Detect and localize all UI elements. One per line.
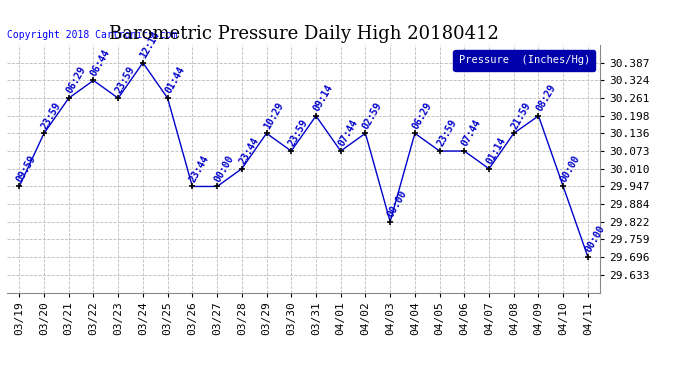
Text: 06:44: 06:44 [89, 47, 112, 78]
Text: 00:00: 00:00 [559, 153, 582, 184]
Text: 23:44: 23:44 [188, 153, 211, 184]
Text: Copyright 2018 Cartronics.com: Copyright 2018 Cartronics.com [7, 30, 177, 40]
Text: 23:59: 23:59 [287, 118, 310, 148]
Text: 12:14: 12:14 [139, 30, 161, 60]
Text: 23:59: 23:59 [114, 65, 137, 95]
Text: 23:59: 23:59 [39, 100, 63, 130]
Title: Barometric Pressure Daily High 20180412: Barometric Pressure Daily High 20180412 [108, 26, 499, 44]
Text: 23:44: 23:44 [237, 135, 261, 166]
Text: 02:59: 02:59 [361, 100, 384, 130]
Text: 09:59: 09:59 [14, 153, 38, 184]
Text: 00:00: 00:00 [584, 224, 607, 254]
Text: 01:14: 01:14 [484, 135, 508, 166]
Text: 06:29: 06:29 [64, 65, 88, 95]
Text: 00:00: 00:00 [213, 153, 236, 184]
Text: 10:29: 10:29 [262, 100, 286, 130]
Text: 00:00: 00:00 [386, 188, 409, 219]
Text: 23:59: 23:59 [435, 118, 458, 148]
Text: 08:29: 08:29 [534, 82, 558, 113]
Text: 07:44: 07:44 [460, 118, 483, 148]
Text: 07:44: 07:44 [336, 118, 359, 148]
Text: 06:29: 06:29 [411, 100, 434, 130]
Text: 01:44: 01:44 [163, 65, 186, 95]
Text: 09:14: 09:14 [311, 82, 335, 113]
Legend: Pressure  (Inches/Hg): Pressure (Inches/Hg) [453, 50, 595, 70]
Text: 21:59: 21:59 [509, 100, 533, 130]
